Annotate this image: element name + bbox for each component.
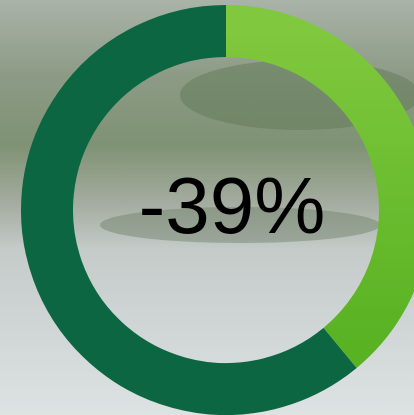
donut-value-arc [225,5,414,368]
donut-rest [21,5,357,415]
center-label: -39% [139,161,326,250]
background-shore [100,207,380,243]
donut [21,5,414,415]
